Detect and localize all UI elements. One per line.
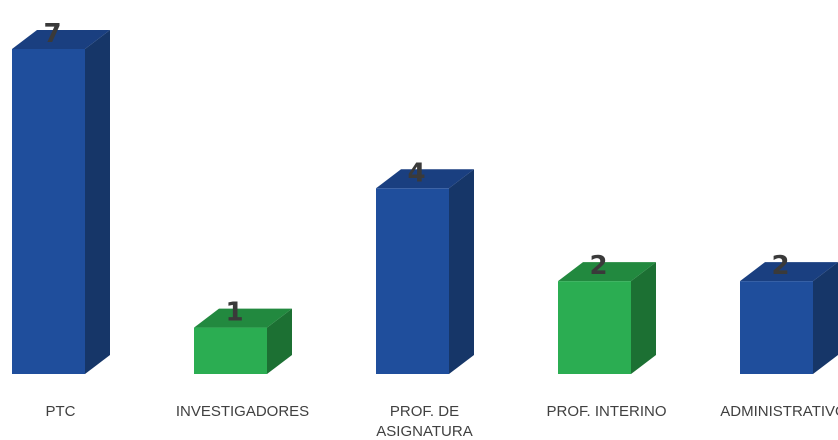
bar-front-1	[194, 327, 267, 374]
bar-front-0	[12, 49, 85, 374]
bars-group	[12, 30, 838, 374]
bar-side-0	[85, 30, 110, 374]
value-label-1: 1	[225, 298, 243, 328]
category-label-1: INVESTIGADORES	[176, 403, 309, 420]
bar-3	[558, 262, 656, 374]
bar-0	[12, 30, 110, 374]
bar-top-3	[558, 262, 656, 282]
bar-front-3	[558, 281, 631, 374]
bar-1	[194, 308, 292, 374]
value-labels-group: 7 1 4 2 2	[43, 19, 789, 328]
value-label-4: 2	[771, 251, 789, 281]
category-label-2: PROF. DE ASIGNATURA	[376, 403, 472, 440]
value-label-0: 7	[43, 19, 61, 49]
category-label-4: ADMINISTRATIVOS	[720, 403, 838, 420]
category-labels-group: PTC INVESTIGADORES PROF. DE ASIGNATURA PROF.…	[46, 403, 838, 440]
category-label-3: PROF. INTERINO	[546, 403, 666, 420]
bar-top-2	[376, 169, 474, 189]
bar-front-2	[376, 188, 449, 374]
bar-side-2	[449, 169, 474, 374]
bar-4	[740, 262, 838, 374]
category-label-0: PTC	[46, 403, 76, 420]
bar-front-4	[740, 281, 813, 374]
bar-2	[376, 169, 474, 374]
value-label-2: 4	[407, 158, 425, 188]
bar-top-1	[194, 308, 292, 328]
bar-top-0	[12, 30, 110, 49]
bar-side-4	[813, 262, 838, 374]
bar-side-3	[631, 262, 656, 374]
bar-side-1	[267, 308, 292, 374]
value-label-3: 2	[589, 251, 607, 281]
bar-top-4	[740, 262, 838, 282]
